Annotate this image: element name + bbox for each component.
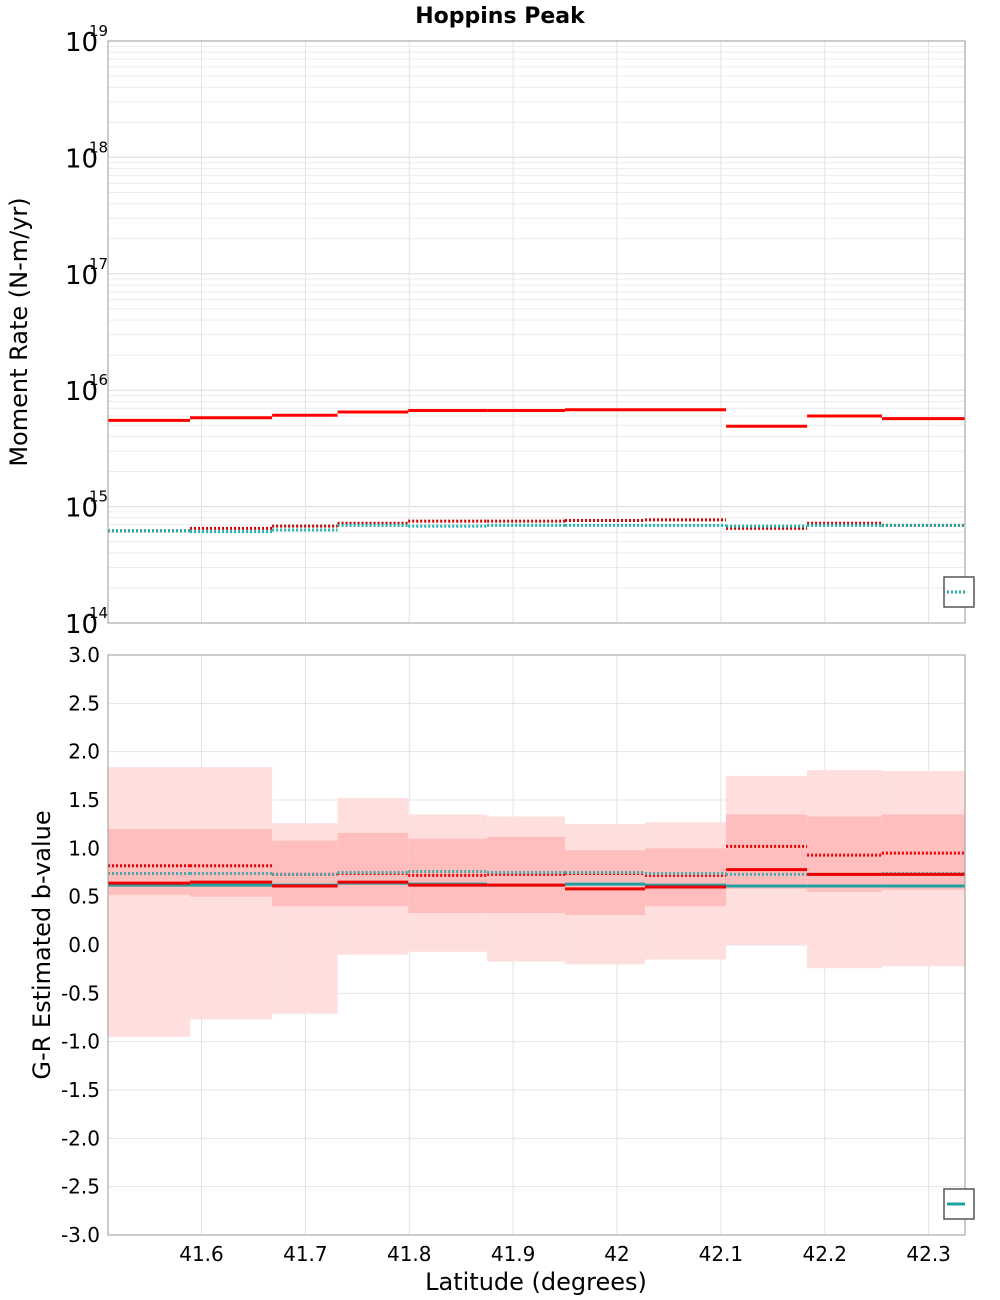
y-tick-label: 10: [65, 144, 98, 174]
moment-rate-legend: [943, 576, 975, 608]
b-value-y-ticks: 3.0 2.5 2.0 1.5 1.0 0.5 0.0 -0.5 -1.0 -1.5 -2.0 -2.…: [61, 643, 100, 1247]
x-tick-label: 41.7: [283, 1242, 328, 1266]
b-value-y-label: G-R Estimated b-value: [28, 810, 56, 1079]
b-value-band-0-bin: [108, 767, 191, 1037]
y-tick-label: 3.0: [68, 643, 100, 667]
b-value-band-1-bin: [726, 814, 808, 889]
y-tick-label: 0.0: [68, 933, 100, 957]
y-tick-exponent: 18: [89, 138, 108, 156]
x-tick-label: 41.6: [179, 1242, 224, 1266]
y-tick-label: -2.5: [61, 1175, 100, 1199]
y-tick-label: 1.5: [68, 788, 100, 812]
b-value-frame: [107, 654, 966, 1236]
moment-rate-frame: [107, 40, 966, 624]
moment-rate-y-label: Moment Rate (N-m/yr): [5, 197, 33, 466]
y-tick-label: 10: [65, 28, 98, 58]
y-tick-label: -3.0: [61, 1223, 100, 1247]
y-tick-label: 1.0: [68, 836, 100, 860]
b-value-band-1-bin: [408, 838, 488, 914]
chart-title: Hoppins Peak: [415, 4, 586, 29]
b-value-band-1-bin: [487, 836, 566, 914]
x-tick-label: 41.9: [491, 1242, 536, 1266]
y-tick-exponent: 16: [89, 371, 108, 389]
b-value-band-1-bin: [645, 848, 727, 907]
x-tick-label: 42.1: [699, 1242, 744, 1266]
x-tick-label: 42: [604, 1242, 629, 1266]
b-value-legend: [943, 1188, 975, 1220]
y-tick-exponent: 19: [89, 22, 108, 40]
b-value-band-1-bin: [337, 832, 409, 907]
y-tick-exponent: 15: [89, 488, 108, 506]
b-value-panel: 3.0 2.5 2.0 1.5 1.0 0.5 0.0 -0.5 -1.0 -1.5 -2.0 -2.…: [28, 643, 975, 1296]
y-tick-label: 10: [65, 610, 98, 640]
y-tick-exponent: 17: [89, 255, 108, 273]
x-ticks: 41.6 41.7 41.8 41.9 42 42.1 42.2 42.3: [179, 1242, 951, 1266]
x-axis-label: Latitude (degrees): [425, 1268, 647, 1296]
y-tick-label: -1.5: [61, 1078, 100, 1102]
y-tick-label: -2.0: [61, 1126, 100, 1150]
y-tick-exponent: 14: [89, 604, 108, 622]
y-tick-label: 2.5: [68, 691, 100, 715]
x-tick-label: 42.2: [802, 1242, 847, 1266]
y-tick-label: 0.5: [68, 885, 100, 909]
y-tick-label: 10: [65, 494, 98, 524]
y-tick-label: 2.0: [68, 740, 100, 764]
y-tick-label: -0.5: [61, 981, 100, 1005]
y-tick-label: -1.0: [61, 1030, 100, 1054]
moment-rate-series: [108, 408, 965, 534]
x-tick-label: 41.8: [387, 1242, 432, 1266]
moment-rate-grid: [108, 40, 965, 624]
b-value-bands: [108, 767, 965, 1037]
moment-rate-plot-area: [108, 41, 965, 623]
b-value-series: [108, 844, 965, 891]
y-tick-label: 10: [65, 377, 98, 407]
y-tick-label: 10: [65, 261, 98, 291]
x-tick-label: 42.3: [906, 1242, 951, 1266]
